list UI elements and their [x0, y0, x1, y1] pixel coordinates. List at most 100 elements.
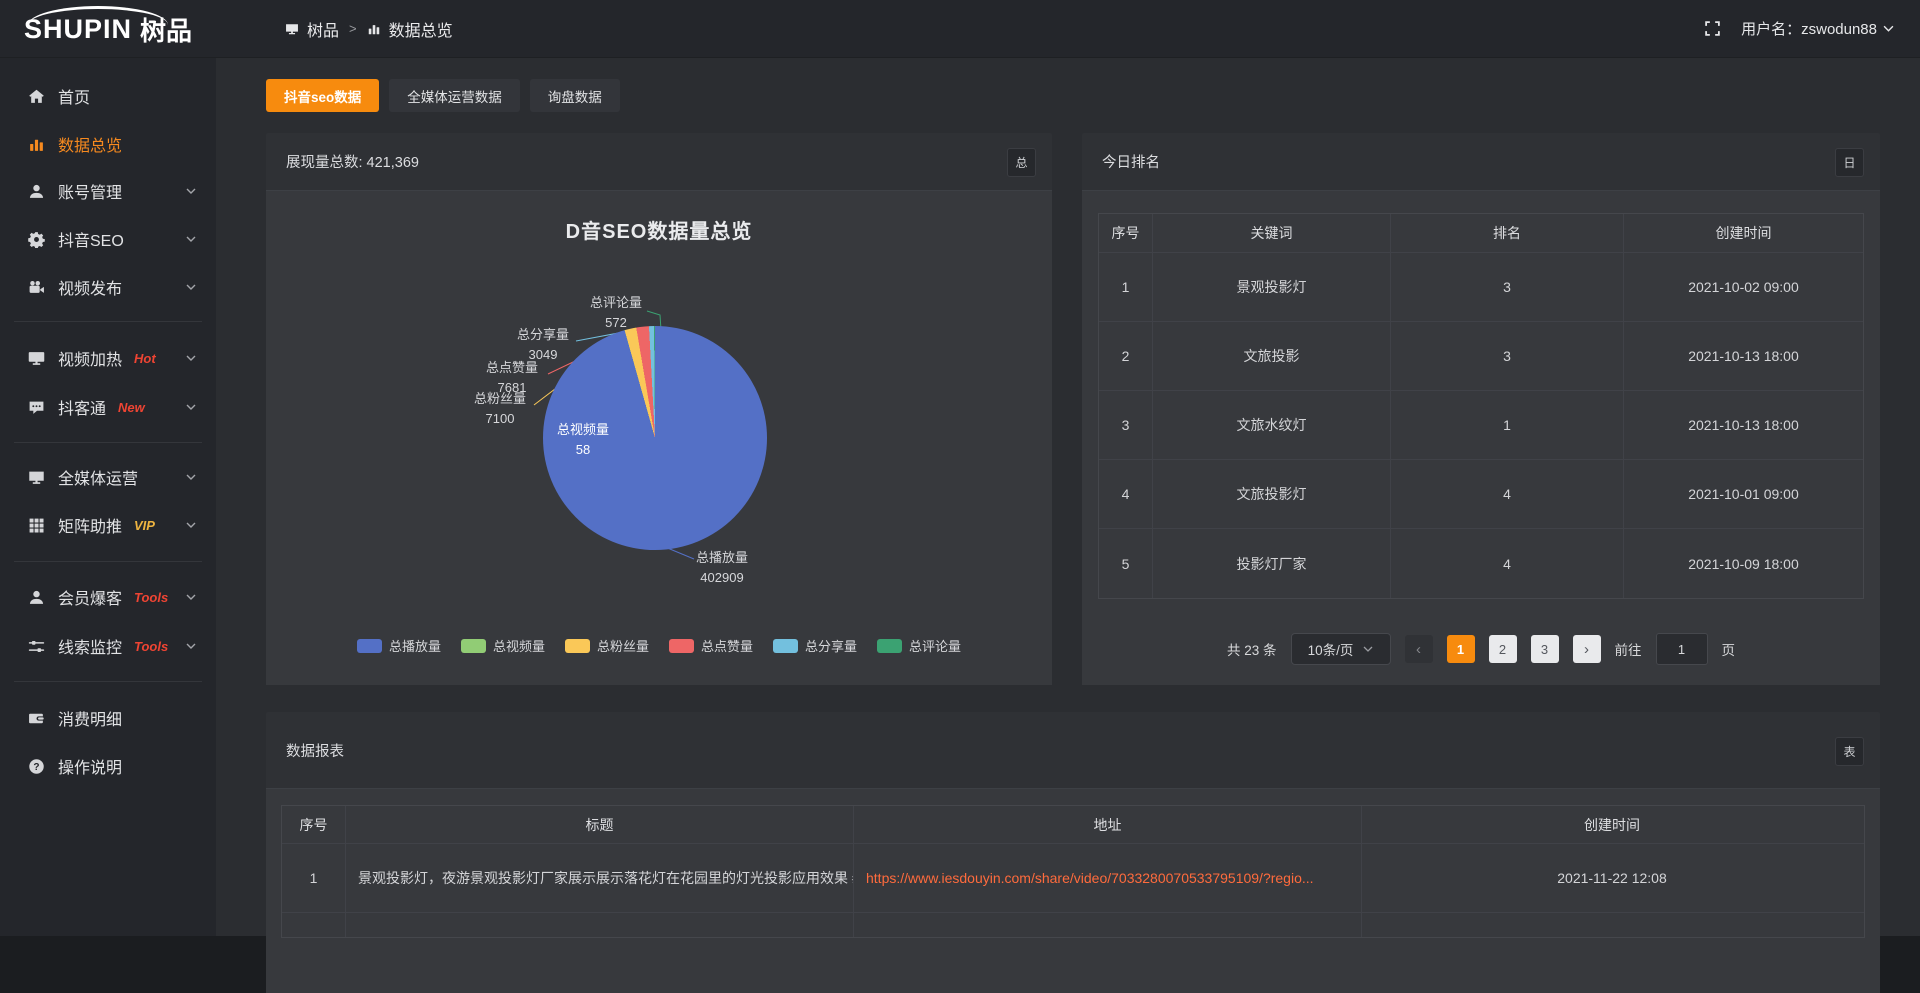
- logo: SHUPIN 树品: [24, 6, 192, 50]
- tab-douyin-seo-data[interactable]: 抖音seo数据: [266, 79, 380, 112]
- legend-item-videos[interactable]: 总视频量: [460, 636, 545, 655]
- chart-total-button[interactable]: 总: [1007, 148, 1036, 177]
- header-right: 用户名：zswodun88: [1704, 0, 1894, 57]
- cell-index: 1: [1099, 253, 1153, 321]
- sidebar-item-douketong[interactable]: 抖客通 New: [0, 392, 216, 422]
- legend-item-likes[interactable]: 总点赞量: [669, 636, 753, 655]
- divider: [1082, 190, 1880, 191]
- pagination-total: 共 23 条: [1226, 643, 1277, 658]
- page-button-1[interactable]: 1: [1446, 635, 1475, 663]
- breadcrumb-item-home[interactable]: 树品: [307, 22, 340, 40]
- sidebar-item-home[interactable]: 首页: [0, 81, 216, 111]
- user-icon: [28, 183, 45, 200]
- page-button-3[interactable]: 3: [1530, 635, 1559, 663]
- cell-keyword: 文旅投影: [1153, 322, 1391, 390]
- cell-keyword: 文旅水纹灯: [1153, 391, 1391, 459]
- legend-item-comments[interactable]: 总评论量: [877, 636, 961, 655]
- chevron-down-icon: [186, 404, 196, 410]
- tools-badge: Tools: [134, 638, 169, 654]
- legend-item-fans[interactable]: 总粉丝量: [564, 636, 649, 655]
- legend-swatch: [877, 638, 903, 653]
- breadcrumb: 树品 > 数据总览: [285, 0, 453, 57]
- cell-index: 3: [1099, 391, 1153, 459]
- bar-chart-icon: [28, 136, 45, 153]
- table-row-partial: [282, 913, 1864, 937]
- svg-text:?: ?: [33, 761, 39, 772]
- screen-icon: [28, 350, 45, 367]
- cell-rank: 3: [1391, 322, 1624, 390]
- cell-created: 2021-10-02 09:00: [1688, 279, 1799, 295]
- pie-chart[interactable]: [543, 326, 767, 550]
- sidebar-item-clue-monitor[interactable]: 线索监控 Tools: [0, 631, 216, 661]
- col-created: 创建时间: [1584, 816, 1640, 833]
- chart-panel: 展现量总数: 421,369 总 D音SEO数据量总览 总评论量 572 总分享量: [266, 133, 1052, 685]
- pie-label-videos: 总视频量 58: [556, 422, 609, 457]
- ranking-day-button[interactable]: 日: [1835, 148, 1864, 177]
- sidebar-item-member-baoke[interactable]: 会员爆客 Tools: [0, 582, 216, 612]
- chevron-down-icon: [186, 643, 196, 649]
- sidebar-item-douyin-seo[interactable]: 抖音SEO: [0, 224, 216, 254]
- cell-keyword: 文旅投影灯: [1153, 460, 1391, 528]
- wallet-icon: [28, 710, 45, 727]
- legend-swatch: [356, 638, 382, 653]
- chevron-down-icon: [186, 236, 196, 242]
- pie-label-fans: 总粉丝量 7100: [473, 391, 526, 426]
- sidebar-item-data-overview[interactable]: 数据总览: [0, 129, 216, 159]
- legend-item-plays[interactable]: 总播放量: [356, 636, 441, 655]
- goto-page-input[interactable]: [1655, 633, 1708, 665]
- sidebar-divider: [14, 681, 202, 682]
- next-page-button[interactable]: ›: [1572, 635, 1601, 663]
- sidebar-divider: [14, 442, 202, 443]
- hot-badge: Hot: [134, 350, 156, 366]
- table-header-row: 序号 标题 地址 创建时间: [282, 806, 1864, 844]
- cell-rank: 3: [1391, 253, 1624, 321]
- sidebar-item-video-publish[interactable]: 视频发布: [0, 272, 216, 302]
- ranking-table: 序号 关键词 排名 创建时间 1 景观投影灯 3 2021-10-02 09:0…: [1098, 213, 1864, 599]
- sidebar-item-consumption-detail[interactable]: 消费明细: [0, 703, 216, 733]
- goto-unit-label: 页: [1721, 643, 1736, 658]
- table-header-row: 序号 关键词 排名 创建时间: [1099, 214, 1863, 253]
- cell-created: 2021-10-09 18:00: [1688, 555, 1799, 572]
- sidebar-item-account[interactable]: 账号管理: [0, 176, 216, 206]
- grid-icon: [28, 517, 45, 534]
- gear-icon: [28, 231, 45, 248]
- col-title: 标题: [346, 806, 854, 843]
- table-row: 3 文旅水纹灯 1 2021-10-13 18:00: [1099, 391, 1863, 460]
- sidebar-item-all-media[interactable]: 全媒体运营: [0, 462, 216, 492]
- col-keyword: 关键词: [1153, 214, 1391, 252]
- tab-inquiry-data[interactable]: 询盘数据: [529, 79, 620, 112]
- page-button-2[interactable]: 2: [1488, 635, 1517, 663]
- tab-all-media-data[interactable]: 全媒体运营数据: [389, 79, 520, 112]
- chevron-down-icon: [1883, 25, 1894, 32]
- sidebar-item-video-heat[interactable]: 视频加热 Hot: [0, 343, 216, 373]
- fullscreen-icon[interactable]: [1704, 20, 1721, 37]
- sidebar-item-matrix-boost[interactable]: 矩阵助推 VIP: [0, 510, 216, 540]
- sidebar-item-instructions[interactable]: ? 操作说明: [0, 751, 216, 781]
- sidebar-divider: [14, 561, 202, 562]
- cell-keyword: 景观投影灯: [1153, 253, 1391, 321]
- prev-page-button[interactable]: ‹: [1404, 635, 1433, 663]
- user-icon: [28, 589, 45, 606]
- table-row: 1 景观投影灯 3 2021-10-02 09:00: [1099, 253, 1863, 322]
- legend-swatch: [669, 638, 694, 653]
- cell-rank: 1: [1391, 391, 1624, 459]
- col-created: 创建时间: [1715, 225, 1772, 241]
- col-rank: 排名: [1391, 214, 1624, 252]
- breadcrumb-separator: >: [349, 21, 357, 36]
- video-link[interactable]: https://www.iesdouyin.com/share/video/70…: [866, 870, 1314, 886]
- bar-chart-icon: [367, 22, 381, 36]
- report-table-button[interactable]: 表: [1835, 737, 1864, 766]
- divider: [266, 788, 1880, 789]
- chevron-down-icon: [186, 594, 196, 600]
- sidebar: 首页 数据总览 账号管理 抖音SEO 视频发布 视频加热 Hot: [0, 57, 216, 936]
- legend-item-shares[interactable]: 总分享量: [773, 636, 857, 655]
- chevron-down-icon: [186, 474, 196, 480]
- ranking-body: [1082, 191, 1880, 685]
- cell-created: 2021-11-22 12:08: [1557, 870, 1667, 886]
- breadcrumb-item-current: 数据总览: [388, 22, 453, 40]
- cell-rank: 4: [1391, 460, 1624, 528]
- user-menu[interactable]: 用户名：zswodun88: [1741, 18, 1894, 39]
- page-size-select[interactable]: 10条/页: [1290, 633, 1391, 665]
- data-report-panel: 数据报表 表 序号 标题 地址 创建时间 1 景观投影灯，夜游景观投影灯厂家展示…: [266, 712, 1880, 993]
